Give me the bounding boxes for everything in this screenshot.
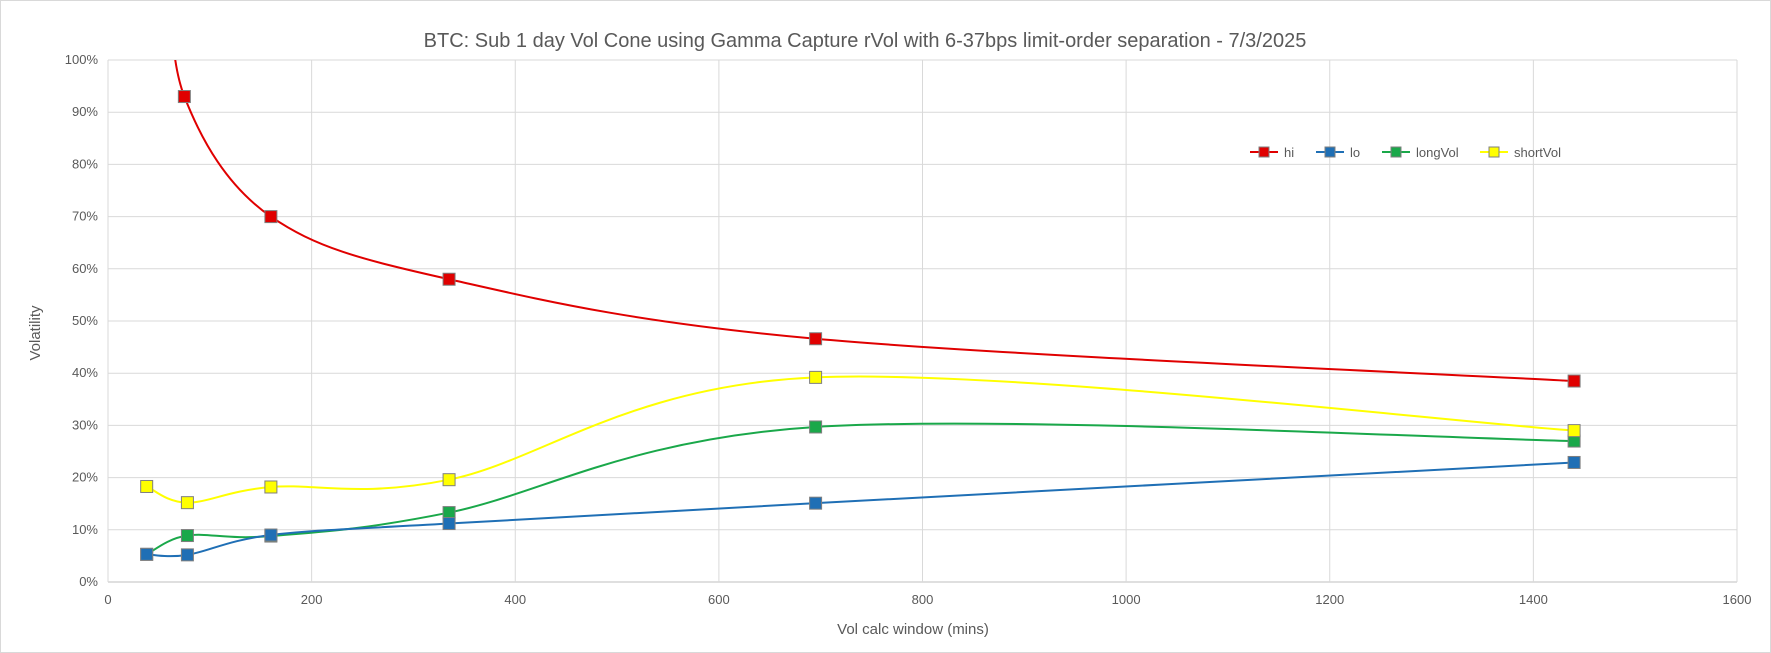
x-tick-label: 400 <box>504 592 526 607</box>
data-point-lo <box>1567 455 1581 469</box>
data-point-hi <box>264 210 278 224</box>
y-tick-label: 70% <box>72 209 98 224</box>
x-tick-label: 1000 <box>1112 592 1141 607</box>
data-point-lo <box>442 517 456 531</box>
series-line-hi <box>174 60 1575 383</box>
data-point-hi <box>442 272 456 286</box>
y-tick-label: 80% <box>72 156 98 171</box>
data-point-lo <box>180 548 194 562</box>
x-tick-label: 1400 <box>1519 592 1548 607</box>
series-line-shortVol <box>146 375 1575 504</box>
data-point-shortVol <box>180 496 194 510</box>
series-markers <box>140 90 1581 562</box>
y-tick-label: 40% <box>72 365 98 380</box>
data-point-longVol <box>180 529 194 543</box>
data-point-longVol <box>442 506 456 520</box>
series-line-longVol <box>146 422 1575 556</box>
legend-label: longVol <box>1416 145 1459 160</box>
y-tick-label: 100% <box>65 52 99 67</box>
x-tick-label: 800 <box>912 592 934 607</box>
x-tick-label: 600 <box>708 592 730 607</box>
legend-label: shortVol <box>1514 145 1561 160</box>
y-tick-label: 50% <box>72 313 98 328</box>
legend-label: lo <box>1350 145 1360 160</box>
y-tick-label: 0% <box>79 574 98 589</box>
x-axis-ticks: 0 200 400 600 800 1000 1200 1400 1600 <box>104 592 1751 607</box>
data-point-shortVol <box>264 480 278 494</box>
data-point-hi <box>809 332 823 346</box>
y-tick-label: 20% <box>72 470 98 485</box>
chart-title: BTC: Sub 1 day Vol Cone using Gamma Capt… <box>424 30 1307 52</box>
legend: hi lo longVol shortVol <box>1250 145 1561 160</box>
series-lines <box>146 60 1575 558</box>
y-tick-label: 90% <box>72 104 98 119</box>
series-line-lo <box>146 461 1575 558</box>
y-tick-label: 60% <box>72 261 98 276</box>
y-axis-label: Volatility <box>27 305 44 361</box>
y-axis-ticks: 0% 10% 20% 30% 40% 50% 60% 70% 80% 90% 100% <box>65 52 99 589</box>
legend-marker-lo <box>1324 146 1336 158</box>
grid-lines <box>107 59 1738 583</box>
x-tick-label: 0 <box>104 592 111 607</box>
data-point-shortVol <box>1567 424 1581 438</box>
y-tick-label: 10% <box>72 522 98 537</box>
legend-marker-longVol <box>1390 146 1402 158</box>
x-tick-label: 200 <box>301 592 323 607</box>
data-point-longVol <box>809 420 823 434</box>
data-point-lo <box>140 547 154 561</box>
legend-label: hi <box>1284 145 1294 160</box>
data-point-lo <box>264 528 278 542</box>
data-point-hi <box>177 90 191 104</box>
data-point-shortVol <box>442 473 456 487</box>
x-tick-label: 1600 <box>1723 592 1752 607</box>
data-point-hi <box>1567 374 1581 388</box>
legend-marker-hi <box>1258 146 1270 158</box>
y-tick-label: 30% <box>72 417 98 432</box>
legend-marker-shortVol <box>1488 146 1500 158</box>
data-point-shortVol <box>140 479 154 493</box>
x-axis-label: Vol calc window (mins) <box>837 621 989 638</box>
x-tick-label: 1200 <box>1315 592 1344 607</box>
data-point-lo <box>809 496 823 510</box>
data-point-shortVol <box>809 370 823 384</box>
